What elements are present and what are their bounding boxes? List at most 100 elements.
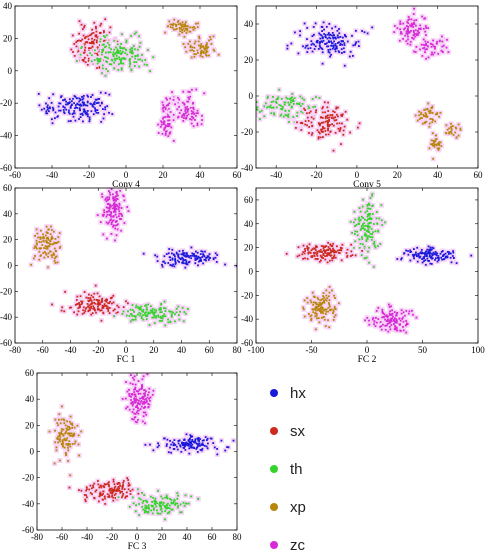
data-point xyxy=(415,51,417,53)
data-point xyxy=(327,121,329,123)
data-point xyxy=(160,120,162,122)
data-point xyxy=(326,115,328,117)
data-point xyxy=(131,48,133,50)
data-point xyxy=(170,259,172,261)
data-point xyxy=(305,47,307,49)
data-point xyxy=(46,246,48,248)
data-point xyxy=(291,106,293,108)
data-point xyxy=(325,130,327,132)
data-point xyxy=(431,54,433,56)
data-point xyxy=(363,225,365,227)
data-point xyxy=(194,255,196,257)
data-point xyxy=(116,55,118,57)
data-point xyxy=(441,50,443,52)
data-point xyxy=(359,207,361,209)
data-point xyxy=(102,307,104,309)
data-point xyxy=(86,112,88,114)
data-point xyxy=(458,124,460,126)
data-point xyxy=(175,24,177,26)
data-point xyxy=(189,91,191,93)
data-point xyxy=(423,28,425,30)
data-point xyxy=(92,305,94,307)
data-point xyxy=(327,126,329,128)
data-point xyxy=(51,254,53,256)
data-point xyxy=(306,51,308,53)
data-point xyxy=(102,49,104,51)
data-point xyxy=(259,111,261,113)
data-point xyxy=(316,41,318,43)
data-point xyxy=(101,298,103,300)
data-point xyxy=(184,267,186,269)
data-point xyxy=(54,242,56,244)
data-point xyxy=(92,94,94,96)
data-point xyxy=(100,38,102,40)
data-point xyxy=(101,103,103,105)
data-point xyxy=(312,98,314,100)
data-point xyxy=(113,302,115,304)
data-point xyxy=(334,111,336,113)
data-point xyxy=(296,121,298,123)
data-point xyxy=(158,316,160,318)
data-point xyxy=(144,64,146,66)
data-point xyxy=(45,248,47,250)
data-point xyxy=(113,219,115,221)
data-point xyxy=(99,296,101,298)
data-point xyxy=(80,113,82,115)
data-point xyxy=(308,120,310,122)
data-point xyxy=(70,107,72,109)
data-point xyxy=(116,51,118,53)
data-point xyxy=(76,60,78,62)
data-point xyxy=(321,40,323,42)
data-point xyxy=(167,262,169,264)
data-point xyxy=(109,307,111,309)
data-point xyxy=(416,46,418,48)
data-point xyxy=(110,297,112,299)
data-point xyxy=(83,35,85,37)
data-point xyxy=(318,131,320,133)
data-point xyxy=(146,318,148,320)
x-tick-label: -20 xyxy=(311,170,323,180)
data-point xyxy=(143,319,145,321)
data-point xyxy=(126,40,128,42)
data-point xyxy=(104,303,106,305)
data-point xyxy=(195,41,197,43)
data-point xyxy=(413,22,415,24)
data-point xyxy=(108,94,110,96)
data-point xyxy=(327,110,329,112)
data-point xyxy=(65,101,67,103)
data-point xyxy=(305,120,307,122)
data-point xyxy=(213,49,215,51)
data-point xyxy=(95,28,97,30)
data-point xyxy=(432,54,434,56)
cluster-halo-hx xyxy=(285,20,375,68)
data-point xyxy=(367,208,369,210)
data-point xyxy=(179,319,181,321)
data-point xyxy=(67,104,69,106)
data-point xyxy=(39,251,41,253)
data-point xyxy=(276,99,278,101)
data-point xyxy=(108,52,110,54)
data-point xyxy=(297,256,299,258)
data-point xyxy=(186,29,188,31)
data-point xyxy=(113,54,115,56)
data-point xyxy=(339,130,341,132)
data-point xyxy=(99,25,101,27)
data-point xyxy=(118,203,120,205)
y-tick-label: -20 xyxy=(0,286,12,296)
data-point xyxy=(160,126,162,128)
data-point xyxy=(366,210,368,212)
data-point xyxy=(155,311,157,313)
data-point xyxy=(371,195,373,197)
x-tick-label: 20 xyxy=(159,170,169,180)
data-point xyxy=(45,240,47,242)
data-point xyxy=(441,36,443,38)
data-point xyxy=(325,36,327,38)
data-point xyxy=(47,248,49,250)
data-point xyxy=(361,250,363,252)
data-point xyxy=(96,31,98,33)
data-point xyxy=(425,121,427,123)
data-point xyxy=(112,193,114,195)
data-point xyxy=(92,312,94,314)
data-point xyxy=(357,127,359,129)
